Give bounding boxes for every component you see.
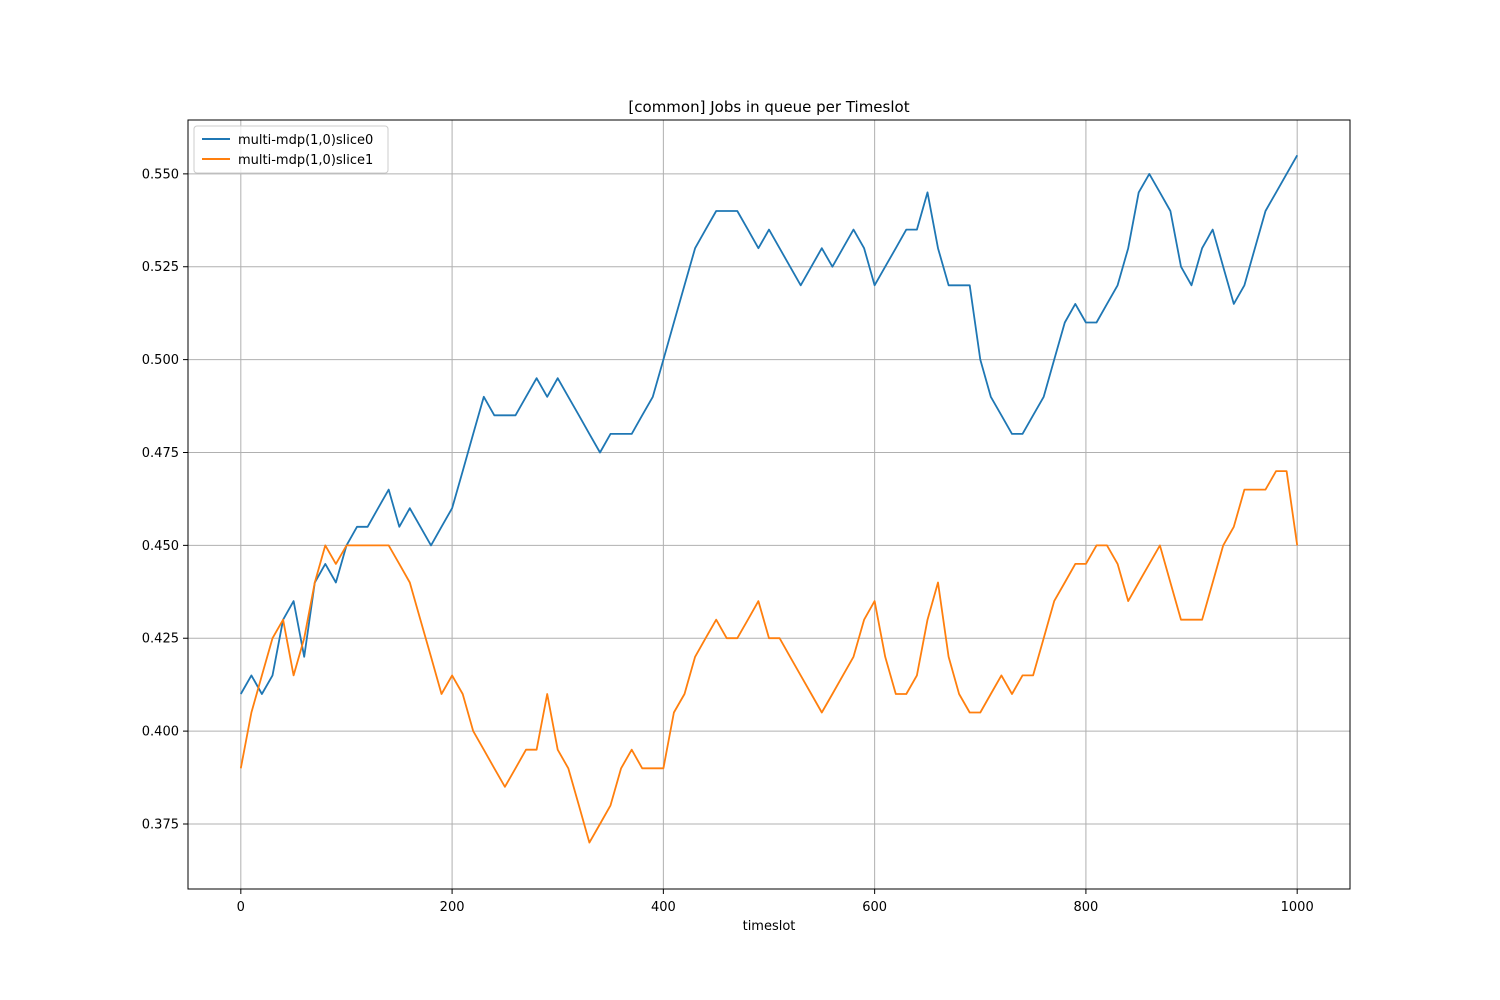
series-line-slice1 xyxy=(239,470,1299,844)
y-tick-label: 0.450 xyxy=(142,539,179,554)
grid xyxy=(188,120,1350,889)
plot-frame xyxy=(187,119,1351,890)
x-axis-ticks: 0 200 400 600 800 1000 xyxy=(237,889,1314,915)
x-axis-label: timeslot xyxy=(743,919,796,934)
series-lines xyxy=(239,154,1299,844)
legend-label-slice1: multi-mdp(1,0)slice1 xyxy=(238,153,373,168)
x-tick-label: 1000 xyxy=(1281,900,1314,915)
x-tick-label: 0 xyxy=(237,900,245,915)
y-tick-label: 0.400 xyxy=(142,725,179,740)
y-tick-label: 0.425 xyxy=(142,632,179,647)
x-tick-label: 600 xyxy=(862,900,887,915)
y-axis-ticks: 0.375 0.400 0.425 0.450 0.475 0.500 0.525 0.550 xyxy=(142,167,188,832)
legend-box xyxy=(193,125,389,174)
series-line-slice0 xyxy=(240,154,1298,695)
legend-label-slice0: multi-mdp(1,0)slice0 xyxy=(238,133,373,148)
y-tick-label: 0.475 xyxy=(142,446,179,461)
x-tick-label: 800 xyxy=(1073,900,1098,915)
chart-title: [common] Jobs in queue per Timeslot xyxy=(628,98,909,116)
y-tick-label: 0.525 xyxy=(142,260,179,275)
x-tick-label: 400 xyxy=(651,900,676,915)
legend: multi-mdp(1,0)slice0 multi-mdp(1,0)slice… xyxy=(193,125,389,174)
x-tick-label: 200 xyxy=(440,900,465,915)
y-tick-label: 0.550 xyxy=(142,167,179,182)
y-tick-label: 0.375 xyxy=(142,817,179,832)
y-tick-label: 0.500 xyxy=(142,353,179,368)
